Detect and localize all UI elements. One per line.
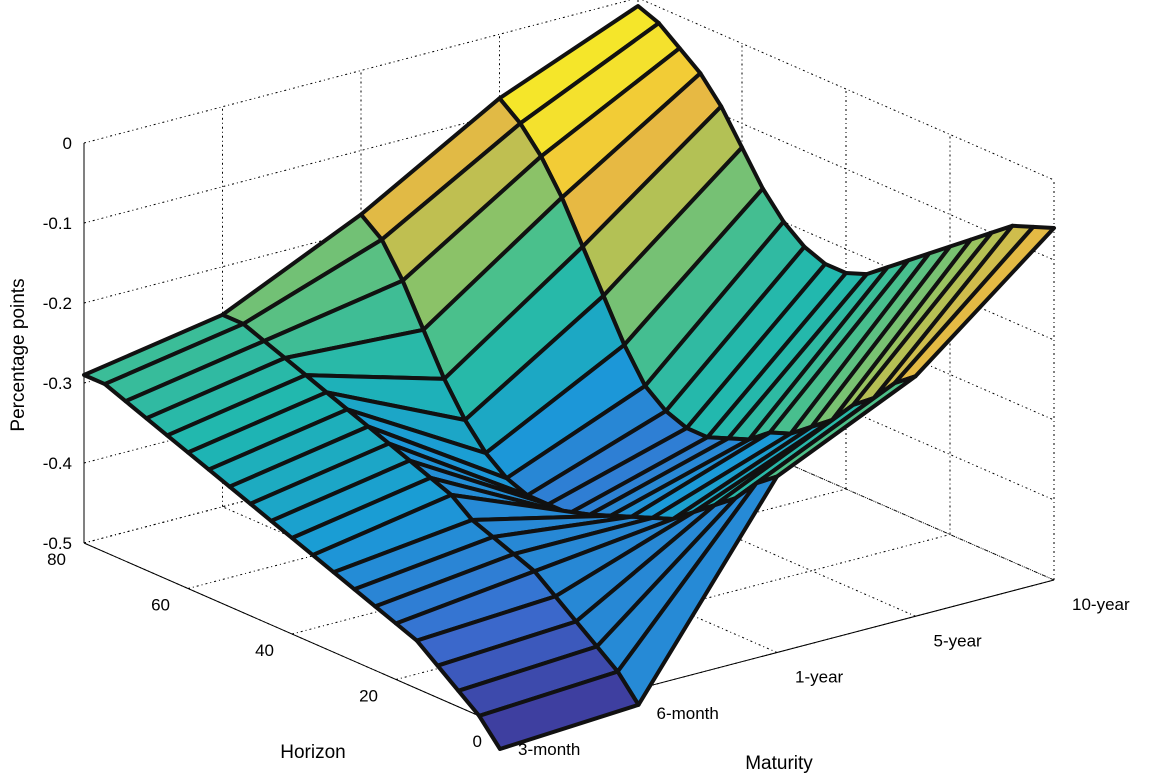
z-tick-label: -0.4 (43, 454, 72, 473)
z-tick-label: -0.2 (43, 294, 72, 313)
surface-mesh (82, 4, 1056, 751)
z-tick-label: -0.3 (43, 374, 72, 393)
z-gridline-side (637, 77, 1055, 261)
x-tick-label: 5-year (934, 631, 983, 650)
z-tick-label: -0.1 (43, 214, 72, 233)
surface-facet (477, 669, 641, 751)
y-axis-line (83, 542, 501, 726)
z-gridline-side (637, 397, 1055, 581)
y-axis-label: Horizon (280, 742, 345, 763)
y-tick-label: 0 (473, 732, 482, 751)
y-tick-label: 20 (359, 687, 378, 706)
y-tick-label: 80 (47, 550, 66, 569)
x-tick-label: 6-month (657, 704, 719, 723)
z-gridline-side (637, 237, 1055, 421)
tick-labels: 0 -0.1 -0.2 -0.3 -0.4 -0.5 0 20 40 60 80 3-month 6-m… (43, 134, 1130, 759)
x-axis-label: Maturity (745, 753, 813, 774)
y-tick-label: 40 (255, 641, 274, 660)
x-tick-label: 10-year (1072, 595, 1130, 614)
z-axis-label: Percentage points (8, 278, 29, 431)
z-gridline-side (637, 317, 1055, 501)
z-tick-label: -0.5 (43, 534, 72, 553)
z-gridline-side (637, 157, 1055, 341)
z-gridline-side (641, 0, 1055, 181)
x-tick-label: 3-month (518, 740, 580, 759)
y-tick-label: 60 (151, 596, 170, 615)
z-tick-label: 0 (63, 134, 72, 153)
x-tick-label: 1-year (795, 668, 844, 687)
z-gridline-back (83, 0, 633, 144)
